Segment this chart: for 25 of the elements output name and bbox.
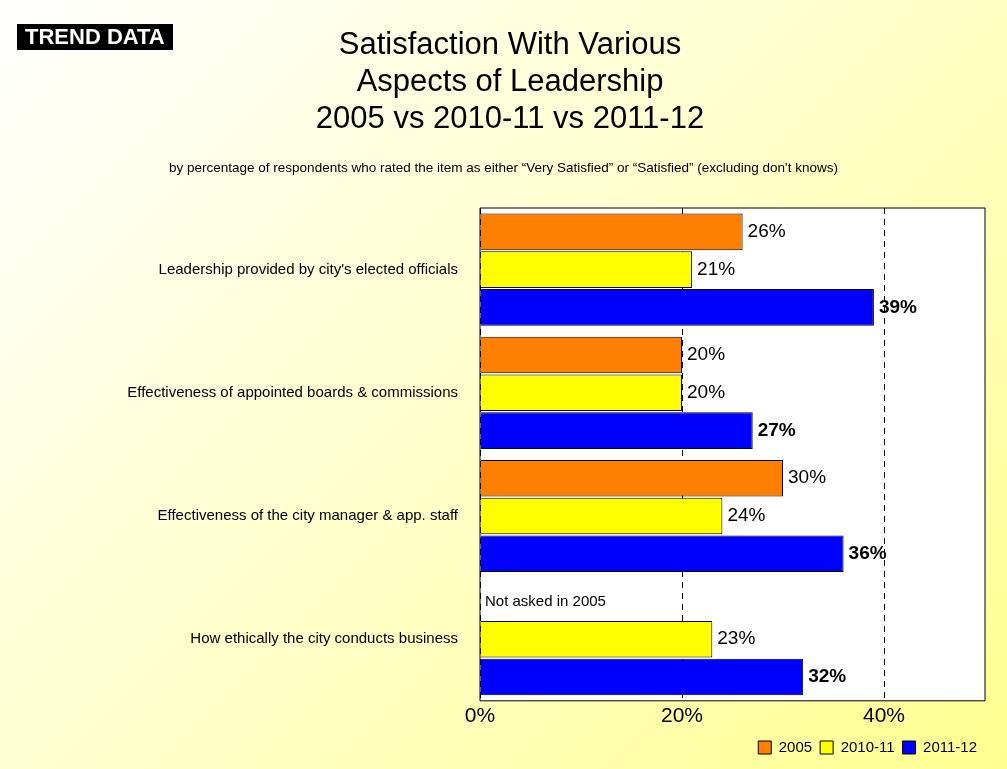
data-label: 20% — [687, 343, 726, 365]
data-label: 32% — [808, 665, 847, 687]
x-tick-label: 20% — [660, 703, 704, 727]
data-label: 20% — [687, 381, 726, 403]
chart-subtitle: by percentage of respondents who rated the item as either “Very Satisfied” or “Satisfied” (excluding don't knows) — [168, 160, 839, 175]
legend-label: 2011-12 — [923, 737, 977, 755]
y-tick-label: Effectiveness of appointed boards & commissions — [127, 382, 458, 400]
x-tick-label: 40% — [862, 703, 906, 727]
x-tick-label: 0% — [464, 703, 496, 727]
annotation: Not asked in 2005 — [485, 591, 606, 609]
data-label: 26% — [747, 220, 786, 242]
legend-label: 2010-11 — [840, 737, 895, 755]
chart-title: Satisfaction With Various Aspects of Leadership 2005 vs 2010-11 vs 2011-12 — [314, 25, 706, 136]
data-label: 21% — [697, 257, 736, 279]
text: TREND DATA — [17, 24, 173, 50]
data-label: 23% — [717, 627, 756, 649]
data-label: 36% — [848, 542, 887, 564]
data-label: 30% — [788, 466, 827, 488]
y-tick-label: Leadership provided by city's elected officials — [158, 259, 458, 277]
data-label: 27% — [757, 418, 796, 440]
data-label: 24% — [727, 504, 766, 526]
y-tick-label: How ethically the city conducts business — [190, 629, 458, 647]
data-label: 39% — [878, 295, 918, 317]
y-tick-label: Effectiveness of the city manager & app. staff — [157, 506, 459, 524]
legend-label: 2005 — [778, 737, 813, 755]
